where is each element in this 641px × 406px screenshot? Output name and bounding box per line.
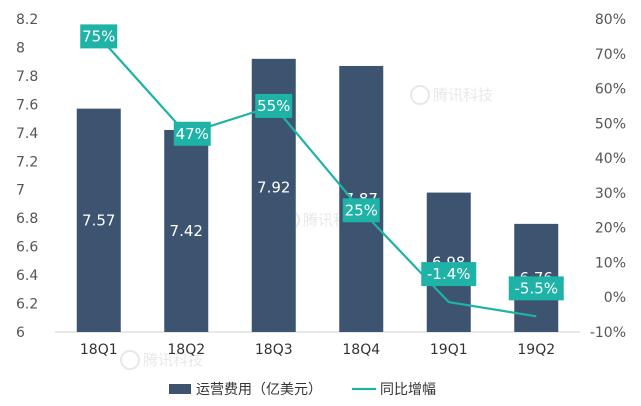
watermark-3: 腾讯科技 [120,350,203,370]
right-axis-tick: 60% [595,82,626,98]
bar-18Q2 [164,129,209,332]
line-label-text: -1.4% [427,265,471,283]
left-axis-tick: 6.2 [16,297,38,313]
right-axis-tick: 40% [595,151,626,167]
left-axis-tick: 8.2 [16,12,38,28]
line-label-text: 25% [345,201,378,219]
watermark-text: 腾讯科技 [143,351,203,369]
right-axis: -10% 0% 10% 20% 30% 40% 50% 60% 70% 80% [590,12,626,341]
line-label-box [80,24,118,49]
right-axis-tick: 0% [604,290,626,306]
right-axis-tick: 50% [595,116,626,132]
watermark-logo-icon [410,85,430,105]
line-label-box [173,121,211,146]
line-label-18Q2: 47% [173,121,211,146]
left-axis-tick: 7.6 [16,97,38,113]
right-axis-tick: 10% [595,255,626,271]
category-label-18Q3: 18Q3 [255,342,293,358]
category-label-18Q2: 18Q2 [167,342,205,358]
legend-label-bar: 运营费用（亿美元） [196,382,322,398]
line-label-box [255,93,293,118]
left-axis-tick: 8 [16,40,25,56]
line-label-text: 75% [82,27,115,45]
watermark-logo-icon [120,350,140,370]
right-axis-tick: 30% [595,186,626,202]
line-label-box [342,198,380,223]
line-label-box [508,276,564,301]
right-axis-tick: 80% [595,12,626,28]
bar-label-18Q3: 7.92 [257,178,290,196]
left-axis-tick: 7.2 [16,154,38,170]
line-data-labels: 75% 47% 55% 25% -1.4% -5.5% [80,24,564,301]
line-label-box [421,262,477,287]
right-axis-tick: 20% [595,221,626,237]
line-label-text: 47% [176,125,209,143]
right-axis-tick: 70% [595,47,626,63]
line-series [97,35,537,318]
line-label-18Q1: 75% [80,24,118,49]
right-axis-tick: -10% [590,325,626,341]
line-label-18Q4: 25% [342,198,380,223]
bar-data-labels: 7.577.427.927.876.986.76 [82,178,553,287]
line-label-19Q1: -1.4% [421,262,477,287]
line-label-text: 55% [257,97,290,115]
legend: 运营费用（亿美元） 同比增幅 [169,382,436,398]
category-label-19Q1: 19Q1 [430,342,468,358]
left-axis-tick: 6.6 [16,240,38,256]
legend-label-line: 同比增幅 [380,382,436,398]
left-axis-tick: 6 [16,325,25,341]
line-label-18Q3: 55% [255,93,293,118]
bar-label-18Q1: 7.57 [82,211,115,229]
watermark-1: 腾讯科技 [410,85,493,105]
legend-swatch-bar [169,384,191,394]
bar-label-18Q2: 7.42 [170,222,203,240]
line-label-text: -5.5% [514,279,558,297]
left-axis-tick: 7 [16,183,25,199]
bar-18Q1 [76,108,121,332]
left-axis: 6 6.2 6.4 6.6 6.8 7 7.2 7.4 7.6 7.8 8 8.2 [16,12,38,341]
category-label-18Q1: 18Q1 [80,342,118,358]
watermark-text: 腾讯科技 [433,86,493,104]
category-label-18Q4: 18Q4 [342,342,380,358]
category-axis-labels: 18Q1 18Q2 18Q3 18Q4 19Q1 19Q2 [80,342,555,358]
line-label-19Q2: -5.5% [508,276,564,301]
left-axis-tick: 6.8 [16,211,38,227]
category-label-19Q2: 19Q2 [517,342,555,358]
left-axis-tick: 7.4 [16,126,38,142]
left-axis-tick: 6.4 [16,268,38,284]
left-axis-tick: 7.8 [16,69,38,85]
